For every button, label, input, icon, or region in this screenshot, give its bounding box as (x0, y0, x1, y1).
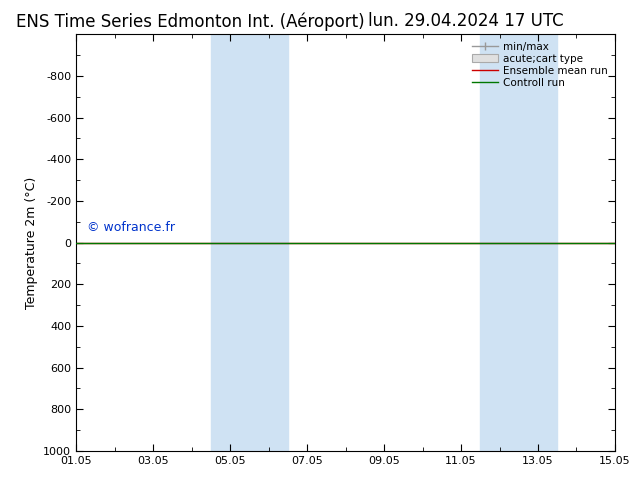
Bar (210, 34, 288, 451)
Y-axis label: Temperature 2m (°C): Temperature 2m (°C) (25, 176, 37, 309)
Text: ENS Time Series Edmonton Int. (Aéroport): ENS Time Series Edmonton Int. (Aéroport) (16, 12, 365, 31)
Bar (480, 34, 557, 451)
Legend: min/max, acute;cart type, Ensemble mean run, Controll run: min/max, acute;cart type, Ensemble mean … (470, 40, 610, 90)
Text: lun. 29.04.2024 17 UTC: lun. 29.04.2024 17 UTC (368, 12, 564, 30)
Text: © wofrance.fr: © wofrance.fr (87, 221, 175, 234)
